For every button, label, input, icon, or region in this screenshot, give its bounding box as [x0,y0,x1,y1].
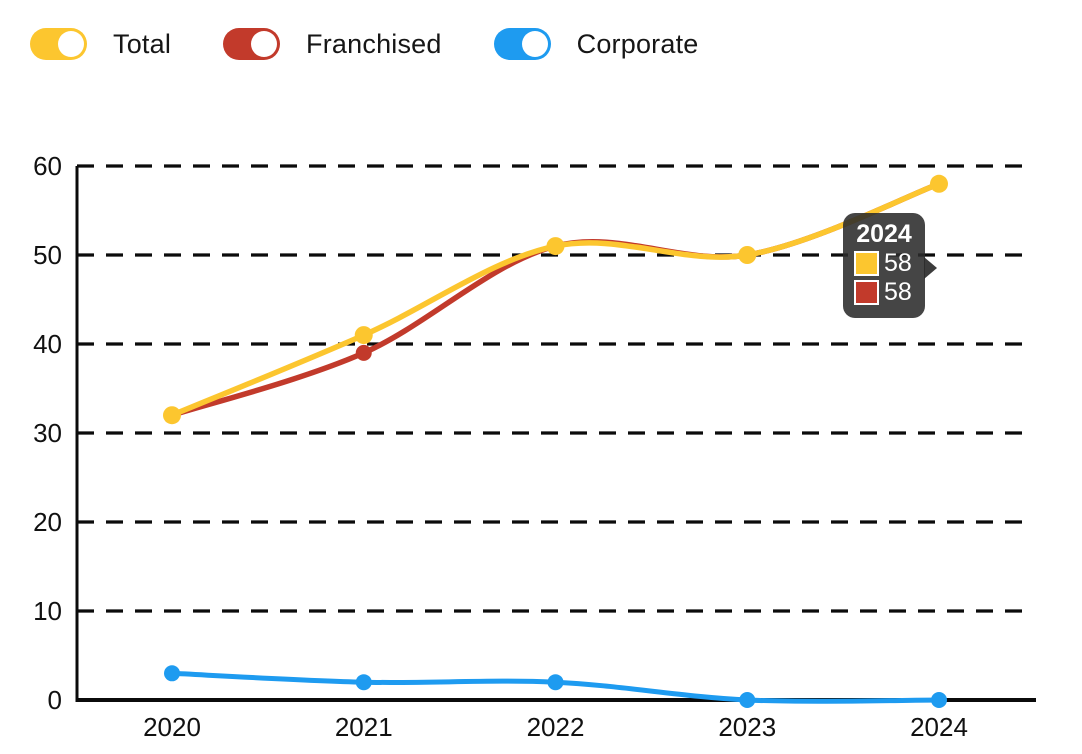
toggle-knob-icon [251,31,278,57]
x-axis-tick-label: 2021 [335,712,393,742]
legend: Total Franchised Corporate [30,28,699,60]
x-axis-tick-label: 2024 [910,712,968,742]
tooltip-value-franchised: 58 [884,278,912,306]
toggle-knob-icon [58,31,84,57]
y-axis-tick-label: 10 [33,596,62,626]
y-axis-tick-label: 40 [33,329,62,359]
y-axis-tick-label: 0 [48,685,62,715]
x-axis-tick-label: 2020 [143,712,201,742]
y-axis-tick-label: 20 [33,507,62,537]
data-point-total-2021[interactable] [354,326,373,345]
data-point-total-2023[interactable] [738,246,757,264]
tooltip-row-franchised: 58 [854,279,925,306]
tooltip-value-total: 58 [884,249,912,277]
tooltip: 2024 58 58 [843,213,937,318]
legend-item-corporate[interactable]: Corporate [493,28,699,60]
data-point-total-2022[interactable] [546,237,565,256]
y-axis-tick-label: 60 [33,151,62,181]
legend-toggle-total[interactable] [30,28,87,60]
tooltip-pointer-icon [924,257,937,279]
tooltip-swatch-total [854,251,879,276]
x-axis-tick-label: 2023 [718,712,776,742]
legend-label-total: Total [113,28,172,59]
legend-toggle-corporate[interactable] [493,28,551,60]
data-point-total-2020[interactable] [163,406,181,425]
data-point-corporate-2020[interactable] [164,665,180,682]
tooltip-row-total: 58 [854,250,925,277]
y-axis-tick-label: 30 [33,418,62,448]
y-axis-tick-label: 50 [33,240,62,270]
tooltip-title: 2024 [856,220,912,248]
legend-label-corporate: Corporate [576,28,699,59]
x-axis-tick-label: 2022 [527,712,585,742]
legend-toggle-franchised[interactable] [223,28,281,60]
series-line-franchised [169,181,942,418]
toggle-knob-icon [521,31,548,57]
data-point-corporate-2024[interactable] [931,692,947,708]
legend-item-total[interactable]: Total [30,28,171,60]
legend-label-franchised: Franchised [306,28,442,59]
tooltip-swatch-franchised [854,280,879,305]
data-point-corporate-2023[interactable] [739,692,756,708]
data-point-total-2024[interactable] [930,174,948,193]
data-point-corporate-2022[interactable] [547,674,564,691]
data-point-franchised-2021[interactable] [355,344,372,361]
data-point-corporate-2021[interactable] [355,674,372,691]
legend-item-franchised[interactable]: Franchised [223,28,442,60]
